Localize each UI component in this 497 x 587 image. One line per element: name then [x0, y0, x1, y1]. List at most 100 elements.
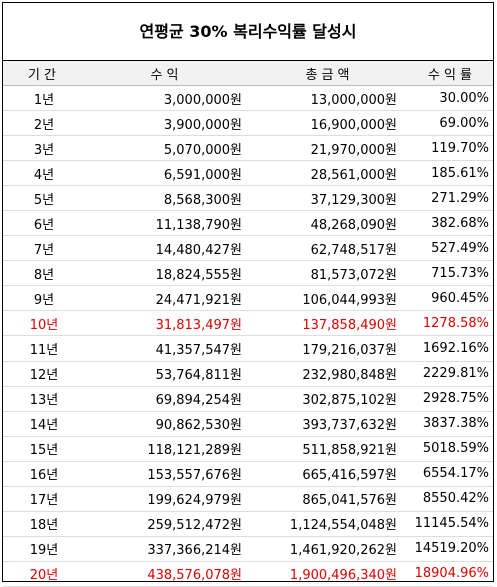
profit-cell: 14,480,427원 — [85, 235, 248, 262]
table-row: 19년 337,366,214원 1,461,920,262원 14519.20% — [3, 536, 493, 562]
table-row: 11년 41,357,547원 179,216,037원 1692.16% — [3, 335, 493, 362]
rate-cell: 69.00% — [411, 110, 493, 137]
period-cell: 19년 — [3, 536, 85, 562]
table-body: 1년 3,000,000원 13,000,000원 30.00% 2년 3,900,000… — [3, 85, 493, 587]
table-row: 8년 18,824,555원 81,573,072원 715.73% — [3, 260, 493, 287]
profit-cell: 3,900,000원 — [85, 110, 248, 137]
total-cell: 511,858,921원 — [248, 436, 411, 462]
period-cell: 3년 — [3, 135, 85, 162]
table-row: 1년 3,000,000원 13,000,000원 30.00% — [3, 85, 493, 112]
profit-cell: 259,512,472원 — [85, 511, 248, 537]
header-period: 기간 — [3, 61, 85, 86]
total-cell: 48,268,090원 — [248, 210, 411, 237]
profit-cell: 53,764,811원 — [85, 361, 248, 387]
period-cell: 20년 — [3, 561, 85, 587]
period-cell: 6년 — [3, 210, 85, 237]
total-cell: 13,000,000원 — [248, 85, 411, 112]
period-cell: 11년 — [3, 335, 85, 362]
total-cell: 665,416,597원 — [248, 461, 411, 487]
table-row: 10년 31,813,497원 137,858,490원 1278.58% — [3, 310, 493, 337]
period-cell: 14년 — [3, 411, 85, 437]
table-title: 연평균 30% 복리수익률 달성시 — [3, 3, 493, 61]
total-cell: 21,970,000원 — [248, 135, 411, 162]
rate-cell: 2928.75% — [411, 386, 493, 412]
rate-cell: 8550.42% — [411, 486, 493, 512]
profit-cell: 41,357,547원 — [85, 335, 248, 362]
header-profit: 수익 — [85, 61, 248, 86]
table-row: 13년 69,894,254원 302,875,102원 2928.75% — [3, 386, 493, 412]
table-row: 7년 14,480,427원 62,748,517원 527.49% — [3, 235, 493, 262]
period-cell: 10년 — [3, 310, 85, 337]
total-cell: 865,041,576원 — [248, 486, 411, 512]
table-row: 12년 53,764,811원 232,980,848원 2229.81% — [3, 361, 493, 387]
table-row: 4년 6,591,000원 28,561,000원 185.61% — [3, 160, 493, 187]
profit-cell: 24,471,921원 — [85, 285, 248, 312]
rate-cell: 11145.54% — [411, 511, 493, 537]
profit-cell: 18,824,555원 — [85, 260, 248, 287]
total-cell: 232,980,848원 — [248, 361, 411, 387]
period-cell: 5년 — [3, 185, 85, 212]
profit-cell: 3,000,000원 — [85, 85, 248, 112]
period-cell: 17년 — [3, 486, 85, 512]
period-cell: 12년 — [3, 361, 85, 387]
rate-cell: 3837.38% — [411, 411, 493, 437]
profit-cell: 90,862,530원 — [85, 411, 248, 437]
total-cell: 179,216,037원 — [248, 335, 411, 362]
table-row: 16년 153,557,676원 665,416,597원 6554.17% — [3, 461, 493, 487]
rate-cell: 6554.17% — [411, 461, 493, 487]
total-cell: 81,573,072원 — [248, 260, 411, 287]
profit-cell: 438,576,078원 — [85, 561, 248, 587]
total-cell: 28,561,000원 — [248, 160, 411, 187]
profit-cell: 337,366,214원 — [85, 536, 248, 562]
table-row: 9년 24,471,921원 106,044,993원 960.45% — [3, 285, 493, 312]
rate-cell: 1692.16% — [411, 335, 493, 362]
profit-cell: 11,138,790원 — [85, 210, 248, 237]
rate-cell: 5018.59% — [411, 436, 493, 462]
rate-cell: 527.49% — [411, 235, 493, 262]
total-cell: 1,461,920,262원 — [248, 536, 411, 562]
profit-cell: 31,813,497원 — [85, 310, 248, 337]
table-row: 5년 8,568,300원 37,129,300원 271.29% — [3, 185, 493, 212]
period-cell: 4년 — [3, 160, 85, 187]
rate-cell: 2229.81% — [411, 361, 493, 387]
compound-return-table: 기간 수익 총금액 수익률 1년 3,000,000원 13,000,000원 30.… — [3, 61, 493, 587]
period-cell: 18년 — [3, 511, 85, 537]
total-cell: 1,900,496,340원 — [248, 561, 411, 587]
period-cell: 8년 — [3, 260, 85, 287]
total-cell: 16,900,000원 — [248, 110, 411, 137]
rate-cell: 1278.58% — [411, 310, 493, 337]
total-cell: 106,044,993원 — [248, 285, 411, 312]
period-cell: 2년 — [3, 110, 85, 137]
header-rate: 수익률 — [411, 61, 493, 86]
profit-cell: 153,557,676원 — [85, 461, 248, 487]
profit-cell: 5,070,000원 — [85, 135, 248, 162]
rate-cell: 119.70% — [411, 135, 493, 162]
period-cell: 9년 — [3, 285, 85, 312]
table-row: 20년 438,576,078원 1,900,496,340원 18904.96% — [3, 561, 493, 587]
rate-cell: 271.29% — [411, 185, 493, 212]
table-row: 18년 259,512,472원 1,124,554,048원 11145.54% — [3, 511, 493, 537]
rate-cell: 30.00% — [411, 85, 493, 112]
rate-cell: 18904.96% — [411, 561, 493, 587]
total-cell: 393,737,632원 — [248, 411, 411, 437]
rate-cell: 185.61% — [411, 160, 493, 187]
table-row: 14년 90,862,530원 393,737,632원 3837.38% — [3, 411, 493, 437]
profit-cell: 8,568,300원 — [85, 185, 248, 212]
period-cell: 15년 — [3, 436, 85, 462]
profit-cell: 69,894,254원 — [85, 386, 248, 412]
total-cell: 137,858,490원 — [248, 310, 411, 337]
period-cell: 16년 — [3, 461, 85, 487]
total-cell: 302,875,102원 — [248, 386, 411, 412]
table-row: 17년 199,624,979원 865,041,576원 8550.42% — [3, 486, 493, 512]
rate-cell: 14519.20% — [411, 536, 493, 562]
header-row: 기간 수익 총금액 수익률 — [3, 61, 493, 86]
profit-cell: 199,624,979원 — [85, 486, 248, 512]
total-cell: 1,124,554,048원 — [248, 511, 411, 537]
rate-cell: 960.45% — [411, 285, 493, 312]
table-row: 3년 5,070,000원 21,970,000원 119.70% — [3, 135, 493, 162]
rate-cell: 715.73% — [411, 260, 493, 287]
period-cell: 13년 — [3, 386, 85, 412]
header-total: 총금액 — [248, 61, 411, 86]
total-cell: 37,129,300원 — [248, 185, 411, 212]
